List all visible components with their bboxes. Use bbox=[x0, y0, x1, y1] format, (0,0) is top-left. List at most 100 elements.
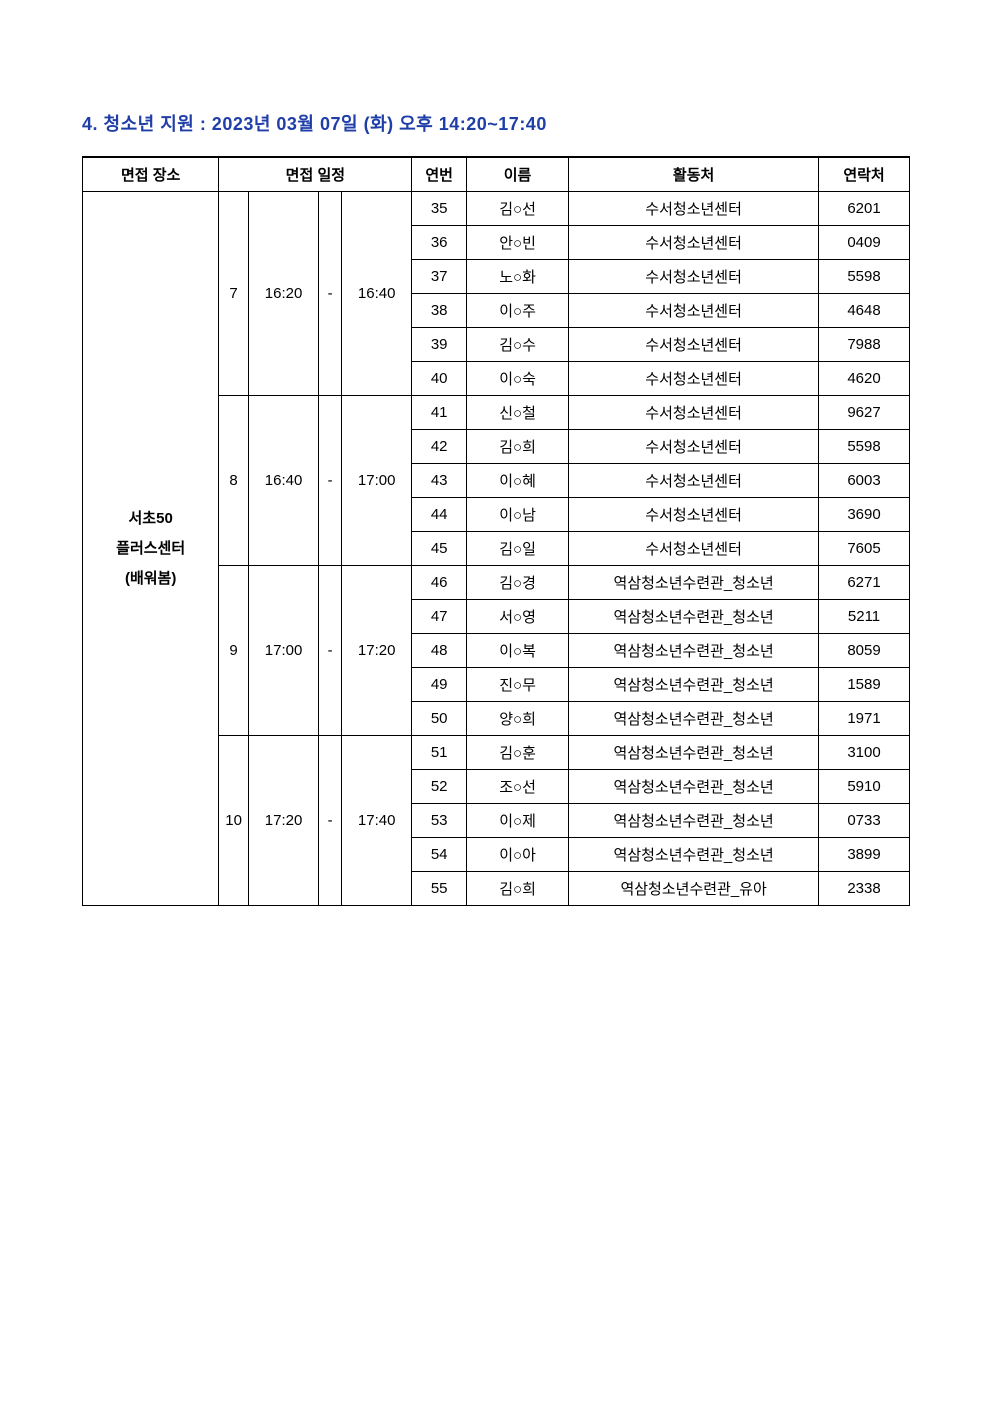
cell-num: 44 bbox=[412, 498, 467, 532]
cell-place: 수서청소년센터 bbox=[569, 226, 819, 260]
cell-num: 40 bbox=[412, 362, 467, 396]
cell-contact: 1971 bbox=[819, 702, 910, 736]
cell-name: 이○제 bbox=[466, 804, 568, 838]
cell-num: 55 bbox=[412, 872, 467, 906]
time-dash: - bbox=[319, 566, 342, 736]
cell-contact: 4620 bbox=[819, 362, 910, 396]
location-line1: 서초50 bbox=[87, 504, 214, 534]
cell-name: 김○선 bbox=[466, 192, 568, 226]
cell-num: 47 bbox=[412, 600, 467, 634]
cell-contact: 7988 bbox=[819, 328, 910, 362]
time-start: 17:20 bbox=[248, 736, 318, 906]
header-name: 이름 bbox=[466, 157, 568, 192]
header-place: 활동처 bbox=[569, 157, 819, 192]
time-end: 17:20 bbox=[341, 566, 411, 736]
cell-name: 김○일 bbox=[466, 532, 568, 566]
cell-num: 46 bbox=[412, 566, 467, 600]
cell-place: 수서청소년센터 bbox=[569, 328, 819, 362]
cell-name: 진○무 bbox=[466, 668, 568, 702]
header-row: 면접 장소 면접 일정 연번 이름 활동처 연락처 bbox=[83, 157, 910, 192]
cell-name: 이○복 bbox=[466, 634, 568, 668]
cell-name: 양○희 bbox=[466, 702, 568, 736]
cell-place: 역삼청소년수련관_청소년 bbox=[569, 566, 819, 600]
cell-contact: 8059 bbox=[819, 634, 910, 668]
cell-contact: 3100 bbox=[819, 736, 910, 770]
group-number: 7 bbox=[219, 192, 249, 396]
cell-num: 53 bbox=[412, 804, 467, 838]
cell-name: 김○희 bbox=[466, 872, 568, 906]
cell-contact: 0733 bbox=[819, 804, 910, 838]
cell-place: 역삼청소년수련관_청소년 bbox=[569, 600, 819, 634]
cell-contact: 6271 bbox=[819, 566, 910, 600]
cell-num: 52 bbox=[412, 770, 467, 804]
section-title: 4. 청소년 지원 : 2023년 03월 07일 (화) 오후 14:20~1… bbox=[82, 110, 910, 136]
cell-num: 38 bbox=[412, 294, 467, 328]
header-schedule: 면접 일정 bbox=[219, 157, 412, 192]
cell-place: 수서청소년센터 bbox=[569, 192, 819, 226]
cell-place: 역삼청소년수련관_유아 bbox=[569, 872, 819, 906]
cell-contact: 1589 bbox=[819, 668, 910, 702]
cell-place: 역삼청소년수련관_청소년 bbox=[569, 838, 819, 872]
cell-name: 김○훈 bbox=[466, 736, 568, 770]
cell-name: 노○화 bbox=[466, 260, 568, 294]
cell-name: 김○수 bbox=[466, 328, 568, 362]
header-location: 면접 장소 bbox=[83, 157, 219, 192]
cell-place: 역삼청소년수련관_청소년 bbox=[569, 668, 819, 702]
header-contact: 연락처 bbox=[819, 157, 910, 192]
time-start: 17:00 bbox=[248, 566, 318, 736]
group-number: 9 bbox=[219, 566, 249, 736]
cell-name: 서○영 bbox=[466, 600, 568, 634]
cell-name: 신○철 bbox=[466, 396, 568, 430]
time-start: 16:20 bbox=[248, 192, 318, 396]
cell-contact: 5910 bbox=[819, 770, 910, 804]
location-line2: 플러스센터 bbox=[87, 534, 214, 564]
cell-place: 수서청소년센터 bbox=[569, 464, 819, 498]
cell-contact: 4648 bbox=[819, 294, 910, 328]
time-dash: - bbox=[319, 396, 342, 566]
cell-name: 이○남 bbox=[466, 498, 568, 532]
time-end: 16:40 bbox=[341, 192, 411, 396]
cell-place: 수서청소년센터 bbox=[569, 362, 819, 396]
cell-num: 54 bbox=[412, 838, 467, 872]
location-line3: (배워봄) bbox=[87, 564, 214, 594]
cell-name: 이○아 bbox=[466, 838, 568, 872]
cell-name: 이○주 bbox=[466, 294, 568, 328]
cell-name: 이○숙 bbox=[466, 362, 568, 396]
cell-contact: 5211 bbox=[819, 600, 910, 634]
time-dash: - bbox=[319, 192, 342, 396]
cell-contact: 5598 bbox=[819, 260, 910, 294]
cell-place: 수서청소년센터 bbox=[569, 430, 819, 464]
cell-place: 수서청소년센터 bbox=[569, 396, 819, 430]
cell-place: 역삼청소년수련관_청소년 bbox=[569, 702, 819, 736]
group-number: 8 bbox=[219, 396, 249, 566]
cell-name: 김○희 bbox=[466, 430, 568, 464]
cell-contact: 9627 bbox=[819, 396, 910, 430]
cell-num: 49 bbox=[412, 668, 467, 702]
cell-place: 수서청소년센터 bbox=[569, 532, 819, 566]
cell-place: 수서청소년센터 bbox=[569, 498, 819, 532]
cell-contact: 6003 bbox=[819, 464, 910, 498]
cell-name: 안○빈 bbox=[466, 226, 568, 260]
cell-contact: 3690 bbox=[819, 498, 910, 532]
cell-contact: 5598 bbox=[819, 430, 910, 464]
cell-contact: 3899 bbox=[819, 838, 910, 872]
table-row: 서초50플러스센터(배워봄)716:20-16:4035김○선수서청소년센터62… bbox=[83, 192, 910, 226]
cell-contact: 7605 bbox=[819, 532, 910, 566]
cell-contact: 6201 bbox=[819, 192, 910, 226]
cell-place: 수서청소년센터 bbox=[569, 294, 819, 328]
time-end: 17:40 bbox=[341, 736, 411, 906]
cell-num: 36 bbox=[412, 226, 467, 260]
cell-place: 역삼청소년수련관_청소년 bbox=[569, 770, 819, 804]
cell-num: 43 bbox=[412, 464, 467, 498]
cell-contact: 2338 bbox=[819, 872, 910, 906]
cell-name: 김○경 bbox=[466, 566, 568, 600]
cell-place: 역삼청소년수련관_청소년 bbox=[569, 634, 819, 668]
group-number: 10 bbox=[219, 736, 249, 906]
location-cell: 서초50플러스센터(배워봄) bbox=[83, 192, 219, 906]
cell-place: 역삼청소년수련관_청소년 bbox=[569, 736, 819, 770]
cell-name: 조○선 bbox=[466, 770, 568, 804]
cell-num: 48 bbox=[412, 634, 467, 668]
cell-num: 41 bbox=[412, 396, 467, 430]
cell-num: 37 bbox=[412, 260, 467, 294]
cell-num: 39 bbox=[412, 328, 467, 362]
